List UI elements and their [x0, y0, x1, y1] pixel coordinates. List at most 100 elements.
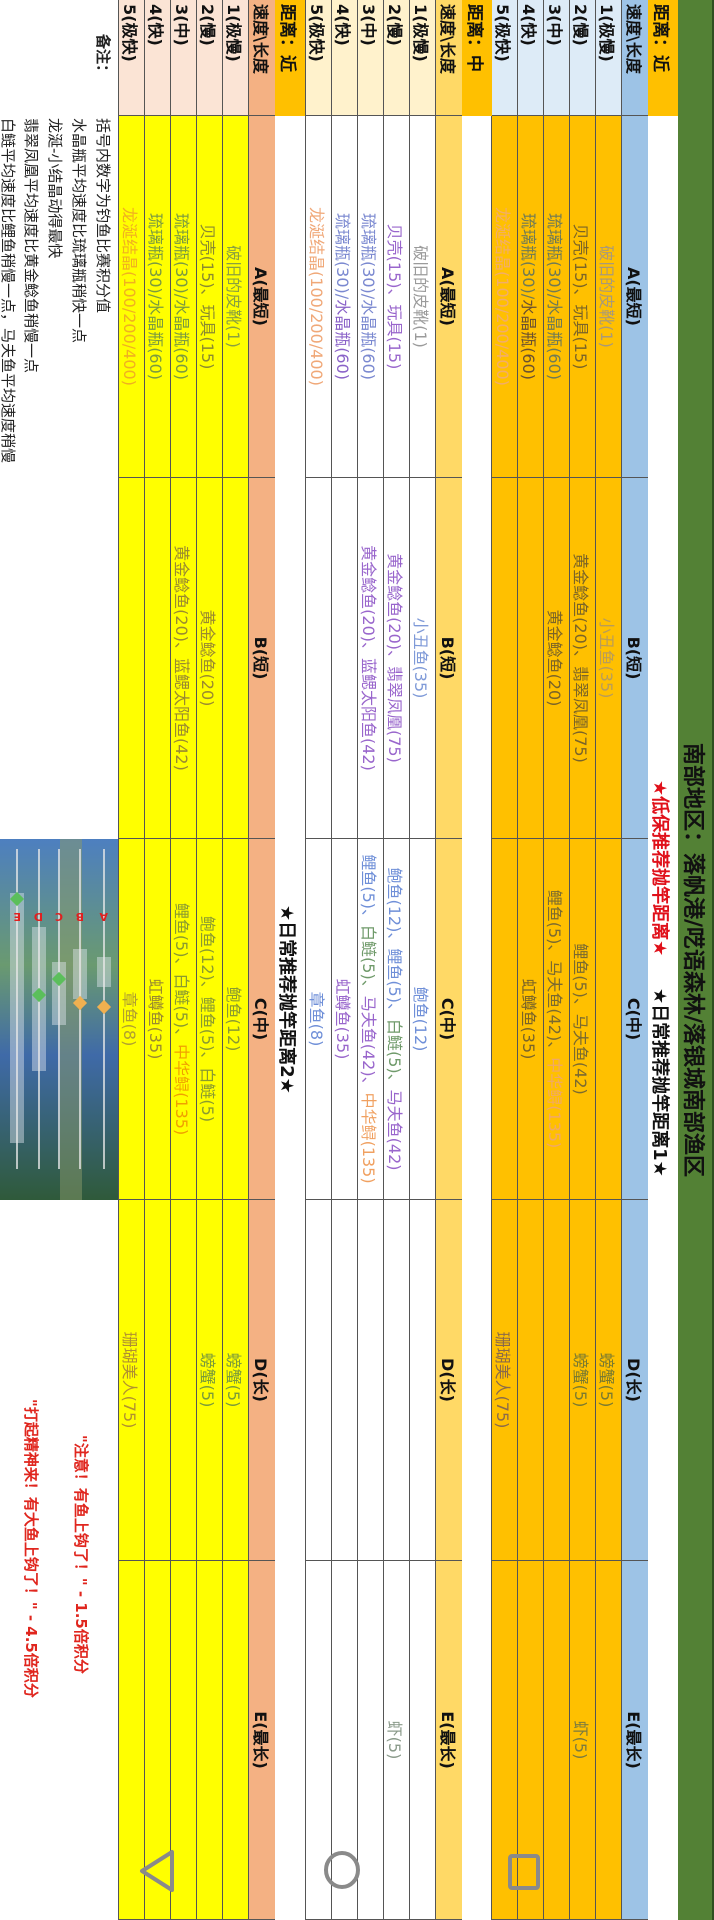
column-header-c[interactable]: C(中) — [248, 839, 275, 1200]
speed-label[interactable]: 4(快) — [144, 0, 170, 116]
table-cell[interactable]: 龙涎结晶(100/200/400) — [305, 116, 331, 478]
speed-label[interactable]: 2(慢) — [383, 0, 409, 116]
speed-label[interactable]: 1(极慢) — [595, 0, 621, 116]
table-cell[interactable]: 螃蟹(5) — [595, 1200, 621, 1561]
speed-label[interactable]: 2(慢) — [196, 0, 222, 116]
table-cell[interactable] — [409, 1200, 435, 1561]
table-cell[interactable]: 龙涎结晶(100/200/400) — [118, 116, 144, 478]
table-cell[interactable]: 虹鳟鱼(35) — [144, 839, 170, 1200]
speed-label[interactable]: 5(极快) — [491, 0, 517, 116]
table-cell[interactable]: 龙涎结晶(100/200/400) — [491, 116, 517, 478]
speed-label[interactable]: 4(快) — [517, 0, 543, 116]
table-cell[interactable] — [595, 1561, 621, 1920]
table-cell[interactable] — [491, 839, 517, 1200]
table-cell[interactable] — [222, 1561, 248, 1920]
table-cell[interactable]: 琉璃瓶(30)/水晶瓶(60) — [517, 116, 543, 478]
table-cell[interactable] — [357, 1200, 383, 1561]
table-cell[interactable]: 螃蟹(5) — [196, 1200, 222, 1561]
speed-label[interactable]: 3(中) — [357, 0, 383, 116]
distance-label[interactable]: 距离：近 — [648, 0, 678, 116]
table-cell[interactable]: 琉璃瓶(30)/水晶瓶(60) — [170, 116, 196, 478]
table-cell[interactable] — [170, 1200, 196, 1561]
table-cell[interactable] — [491, 478, 517, 839]
table-cell[interactable]: 黄金鲶鱼(20)、蓝鳃太阳鱼(42) — [170, 478, 196, 839]
speed-length-header[interactable]: 速度\长度 — [621, 0, 648, 116]
table-cell[interactable]: 贝壳(15)、玩具(15) — [196, 116, 222, 478]
table-cell[interactable]: 黄金鲶鱼(20)、翡翠凤凰(75) — [569, 478, 595, 839]
table-cell[interactable]: 章鱼(8) — [118, 839, 144, 1200]
table-cell[interactable]: 破旧的皮靴(1) — [595, 116, 621, 478]
table-cell[interactable] — [305, 1200, 331, 1561]
table-cell[interactable]: 贝壳(15)、玩具(15) — [383, 116, 409, 478]
table-cell[interactable]: 破旧的皮靴(1) — [409, 116, 435, 478]
table-cell[interactable]: 鲍鱼(12)、鲤鱼(5)、 白鲢(5)、 马夫鱼(42) — [383, 839, 409, 1200]
table-cell[interactable] — [118, 478, 144, 839]
column-header-d[interactable]: D(长) — [435, 1200, 462, 1561]
table-cell[interactable]: 鲤鱼(5)、马夫鱼(42) — [569, 839, 595, 1200]
table-cell[interactable]: 黄金鲶鱼(20)、蓝鳃太阳鱼(42) — [357, 478, 383, 839]
column-header-a[interactable]: A(最短) — [435, 116, 462, 478]
table-cell[interactable]: 虾(5) — [383, 1561, 409, 1920]
table-cell[interactable] — [409, 1561, 435, 1920]
table-cell[interactable]: 黄金鲶鱼(20) — [196, 478, 222, 839]
speed-label[interactable]: 1(极慢) — [222, 0, 248, 116]
table-cell[interactable]: 破旧的皮靴(1) — [222, 116, 248, 478]
table-cell[interactable]: 螃蟹(5) — [222, 1200, 248, 1561]
speed-length-header[interactable]: 速度\长度 — [435, 0, 462, 116]
table-cell[interactable]: 虹鳟鱼(35) — [331, 839, 357, 1200]
table-cell[interactable]: 贝壳(15)、玩具(15) — [569, 116, 595, 478]
column-header-d[interactable]: D(长) — [621, 1200, 648, 1561]
table-cell[interactable] — [517, 478, 543, 839]
table-cell[interactable] — [144, 478, 170, 839]
table-cell[interactable] — [196, 1561, 222, 1920]
table-cell[interactable]: 珊瑚美人(75) — [118, 1200, 144, 1561]
speed-label[interactable]: 5(极快) — [305, 0, 331, 116]
back-icon[interactable] — [136, 1848, 180, 1894]
table-cell[interactable]: 虹鳟鱼(35) — [517, 839, 543, 1200]
speed-label[interactable]: 4(快) — [331, 0, 357, 116]
table-cell[interactable]: 鲤鱼(5)、马夫鱼(42)、 中华鲟(135) — [543, 839, 569, 1200]
recents-icon[interactable] — [505, 1851, 547, 1893]
column-header-e[interactable]: E(最长) — [435, 1561, 462, 1920]
column-header-a[interactable]: A(最短) — [621, 116, 648, 478]
table-cell[interactable] — [144, 1200, 170, 1561]
table-cell[interactable]: 黄金鲶鱼(20) — [543, 478, 569, 839]
column-header-b[interactable]: B(短) — [248, 478, 275, 839]
speed-label[interactable]: 1(极慢) — [409, 0, 435, 116]
distance-label[interactable]: 距离：近 — [275, 0, 305, 116]
table-cell[interactable] — [331, 478, 357, 839]
column-header-e[interactable]: E(最长) — [248, 1561, 275, 1920]
table-cell[interactable]: 琉璃瓶(30)/水晶瓶(60) — [543, 116, 569, 478]
column-header-d[interactable]: D(长) — [248, 1200, 275, 1561]
table-cell[interactable] — [383, 1200, 409, 1561]
table-cell[interactable]: 琉璃瓶(30)/水晶瓶(60) — [144, 116, 170, 478]
column-header-c[interactable]: C(中) — [621, 839, 648, 1200]
distance-label[interactable]: 距离：中 — [462, 0, 492, 116]
table-cell[interactable]: 鲍鱼(12)、鲤鱼(5)、白鲢(5) — [196, 839, 222, 1200]
table-cell[interactable]: 鲍鱼(12) — [409, 839, 435, 1200]
table-cell[interactable]: 螃蟹(5) — [569, 1200, 595, 1561]
speed-label[interactable]: 3(中) — [543, 0, 569, 116]
column-header-b[interactable]: B(短) — [621, 478, 648, 839]
table-cell[interactable] — [222, 478, 248, 839]
table-cell[interactable] — [331, 1200, 357, 1561]
table-cell[interactable]: 小丑鱼(35) — [595, 478, 621, 839]
table-cell[interactable]: 珊瑚美人(75) — [491, 1200, 517, 1561]
table-cell[interactable]: 黄金鲶鱼(20)、翡翠凤凰(75) — [383, 478, 409, 839]
column-header-b[interactable]: B(短) — [435, 478, 462, 839]
column-header-a[interactable]: A(最短) — [248, 116, 275, 478]
table-cell[interactable]: 鲤鱼(5)、 白鲢(5)、 马夫鱼(42)、 中华鲟(135) — [357, 839, 383, 1200]
table-cell[interactable]: 鲤鱼(5)、白鲢(5)、 中华鲟(135) — [170, 839, 196, 1200]
table-cell[interactable] — [305, 478, 331, 839]
table-cell[interactable]: 琉璃瓶(30)/水晶瓶(60) — [357, 116, 383, 478]
column-header-c[interactable]: C(中) — [435, 839, 462, 1200]
speed-label[interactable]: 5(极快) — [118, 0, 144, 116]
speed-length-header[interactable]: 速度\长度 — [248, 0, 275, 116]
table-cell[interactable]: 虾(5) — [569, 1561, 595, 1920]
home-icon[interactable] — [320, 1848, 364, 1892]
table-cell[interactable]: 鲍鱼(12) — [222, 839, 248, 1200]
table-cell[interactable]: 章鱼(8) — [305, 839, 331, 1200]
table-cell[interactable] — [595, 839, 621, 1200]
table-cell[interactable] — [543, 1200, 569, 1561]
table-cell[interactable]: 小丑鱼(35) — [409, 478, 435, 839]
